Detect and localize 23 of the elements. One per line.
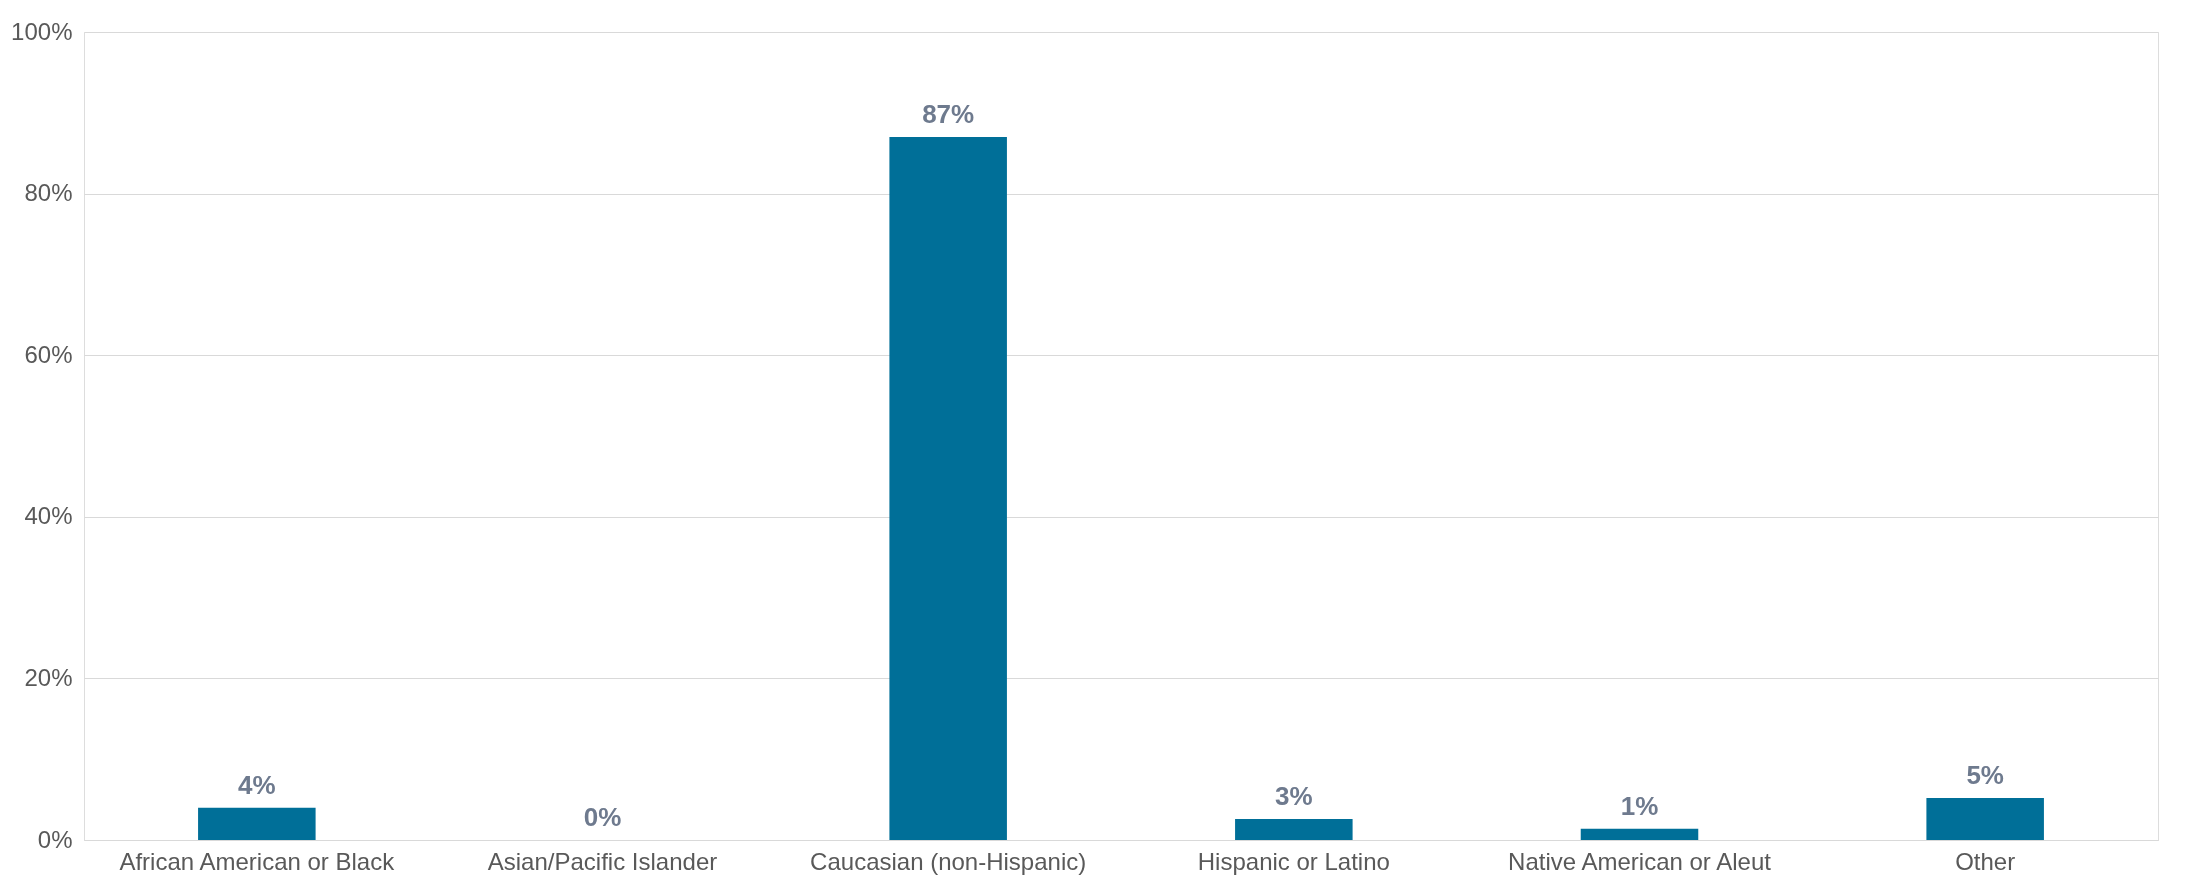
- x-tick-label: Hispanic or Latino: [1197, 847, 1390, 875]
- y-tick-label: 100%: [11, 17, 73, 45]
- x-tick-label: Native American or Aleut: [1508, 847, 1772, 875]
- y-tick-label: 0%: [37, 825, 73, 853]
- y-tick-label: 20%: [24, 663, 73, 691]
- data-label: 5%: [1966, 759, 2004, 790]
- bar: [1235, 818, 1353, 840]
- data-label: 4%: [238, 769, 276, 800]
- x-tick-label: Other: [1955, 847, 2016, 875]
- y-tick-label: 60%: [24, 340, 73, 368]
- y-tick-label: 40%: [24, 502, 73, 530]
- bar: [198, 807, 316, 840]
- data-label: 87%: [922, 99, 975, 130]
- x-tick-label: Caucasian (non-Hispanic): [810, 847, 1087, 875]
- x-tick-label: African American or Black: [119, 847, 396, 875]
- data-label: 3%: [1275, 780, 1313, 811]
- data-label: 1%: [1620, 790, 1659, 821]
- bar: [1926, 797, 2044, 840]
- data-label: 0%: [583, 802, 622, 832]
- bar: [889, 137, 1007, 840]
- y-tick-label: 80%: [24, 179, 73, 207]
- bar: [1580, 828, 1699, 840]
- x-tick-label: Asian/Pacific Islander: [487, 847, 718, 875]
